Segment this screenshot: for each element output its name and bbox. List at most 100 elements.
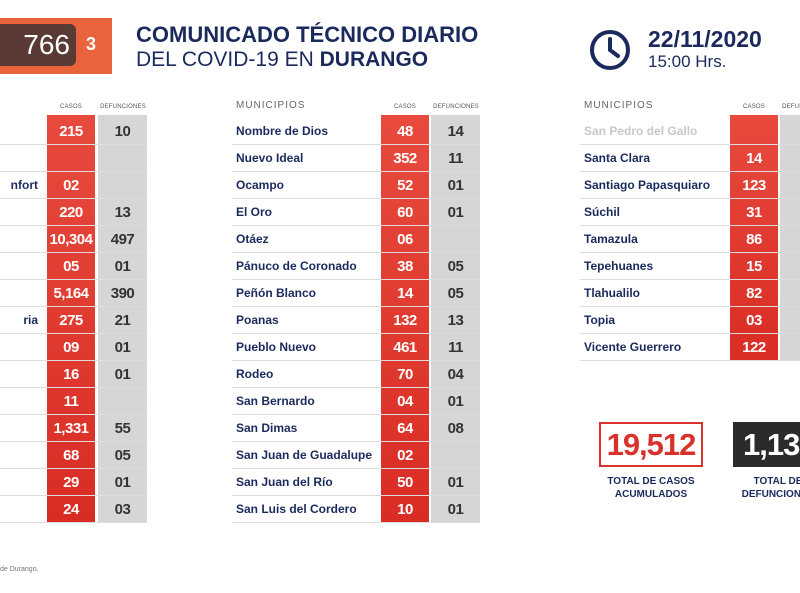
row-line — [580, 118, 800, 145]
casos-cell: 10,304 — [47, 226, 95, 253]
casos-cell: 11 — [47, 388, 95, 415]
defunciones-cell: 55 — [98, 415, 147, 442]
casos-cell: 68 — [47, 442, 95, 469]
municipio-name: ria — [23, 313, 38, 327]
row-line — [232, 334, 480, 361]
casos-value: 70 — [397, 366, 413, 383]
defunciones-cell: 05 — [431, 280, 480, 307]
casos-value: 06 — [397, 231, 413, 248]
total-deaths: 1,131 — [733, 422, 800, 467]
casos-cell: 60 — [381, 199, 429, 226]
defunciones-value: 01 — [114, 339, 131, 356]
row-line — [0, 415, 147, 442]
title: COMUNICADO TÉCNICO DIARIO — [136, 22, 479, 47]
casos-cell: 29 — [47, 469, 95, 496]
casos-cell: 10 — [381, 496, 429, 523]
casos-value: 52 — [397, 177, 413, 194]
defunciones-value: 11 — [448, 339, 463, 356]
casos-cell: 132 — [381, 307, 429, 334]
casos-cell: 05 — [47, 253, 95, 280]
row-line — [580, 307, 800, 334]
defunciones-cell: 10 — [98, 118, 147, 145]
casos-cell: 14 — [381, 280, 429, 307]
casos-cell: 31 — [730, 199, 778, 226]
row-line — [0, 118, 147, 145]
casos-cell: 82 — [730, 280, 778, 307]
casos-value: 09 — [63, 339, 79, 356]
casos-value: 82 — [746, 285, 762, 302]
casos-cell: 48 — [381, 118, 429, 145]
defunciones-cell: 08 — [431, 415, 480, 442]
row-line — [232, 253, 480, 280]
row-line — [0, 307, 147, 334]
casos-value: 02 — [397, 447, 413, 464]
casos-value: 10,304 — [49, 231, 93, 248]
casos-cell: 06 — [381, 226, 429, 253]
defunciones-value: 10 — [114, 123, 131, 140]
defunciones-cell: 01 — [98, 469, 147, 496]
municipio-name: Nuevo Ideal — [236, 151, 304, 165]
casos-cell: 215 — [47, 118, 95, 145]
subtitle-prefix: DEL COVID-19 EN — [136, 48, 314, 71]
municipio-name: San Juan de Guadalupe — [236, 448, 373, 462]
municipios-header: MUNICIPIOS — [584, 100, 654, 111]
row-line — [0, 199, 147, 226]
row-line — [0, 334, 147, 361]
row-line — [0, 496, 147, 523]
defunciones-cell: 05 — [431, 253, 480, 280]
casos-value: 04 — [397, 393, 413, 410]
casos-value: 14 — [397, 285, 413, 302]
row-line — [232, 118, 480, 145]
defunciones-cell: 04 — [431, 361, 480, 388]
casos-cell: 04 — [381, 388, 429, 415]
casos-value: 29 — [63, 474, 79, 491]
casos-value: 38 — [397, 258, 413, 275]
defunciones-value: 01 — [114, 474, 131, 491]
defunciones-value: 13 — [447, 312, 464, 329]
defunciones-cell: 497 — [98, 226, 147, 253]
row-line — [232, 307, 480, 334]
casos-value: 1,331 — [53, 420, 89, 437]
defunciones-cell: 03 — [98, 496, 147, 523]
row-line — [232, 172, 480, 199]
municipio-name: San Juan del Río — [236, 475, 333, 489]
casos-cell: 09 — [47, 334, 95, 361]
municipio-name: Tlahualilo — [584, 286, 641, 300]
municipio-name: Peñón Blanco — [236, 286, 317, 300]
row-line — [0, 388, 147, 415]
casos-cell: 15 — [730, 253, 778, 280]
casos-cell: 1,331 — [47, 415, 95, 442]
row-line — [232, 280, 480, 307]
row-line — [0, 145, 147, 172]
casos-value: 461 — [393, 339, 417, 356]
row-line — [232, 415, 480, 442]
casos-value: 352 — [393, 150, 417, 167]
defunciones-value: 01 — [447, 501, 464, 518]
defunciones-value: 13 — [114, 204, 131, 221]
casos-value: 5,164 — [53, 285, 89, 302]
defunciones-value: 390 — [110, 285, 135, 302]
defunciones-value: 21 — [114, 312, 131, 329]
casos-value: 16 — [63, 366, 79, 383]
row-line — [580, 253, 800, 280]
municipio-name: San Pedro del Gallo — [584, 124, 698, 138]
casos-value: 31 — [746, 204, 762, 221]
row-line — [580, 145, 800, 172]
casos-value: 68 — [63, 447, 79, 464]
defunciones-value: 04 — [447, 366, 464, 383]
casos-value: 122 — [742, 339, 766, 356]
defunciones-value: 55 — [114, 420, 131, 437]
defunciones-cell: 01 — [98, 361, 147, 388]
municipio-name: Poanas — [236, 313, 279, 327]
defunciones-value: 497 — [110, 231, 135, 248]
defunciones-value: 08 — [447, 420, 464, 437]
row-line — [580, 199, 800, 226]
row-line — [0, 172, 147, 199]
subtitle: DEL COVID-19 EN DURANGO — [136, 48, 428, 72]
casos-cell: 86 — [730, 226, 778, 253]
defunciones-header: DEFUNCIONES — [782, 104, 800, 110]
row-line — [0, 280, 147, 307]
municipio-name: Nombre de Dios — [236, 124, 329, 138]
defunciones-cell: 11 — [431, 145, 480, 172]
